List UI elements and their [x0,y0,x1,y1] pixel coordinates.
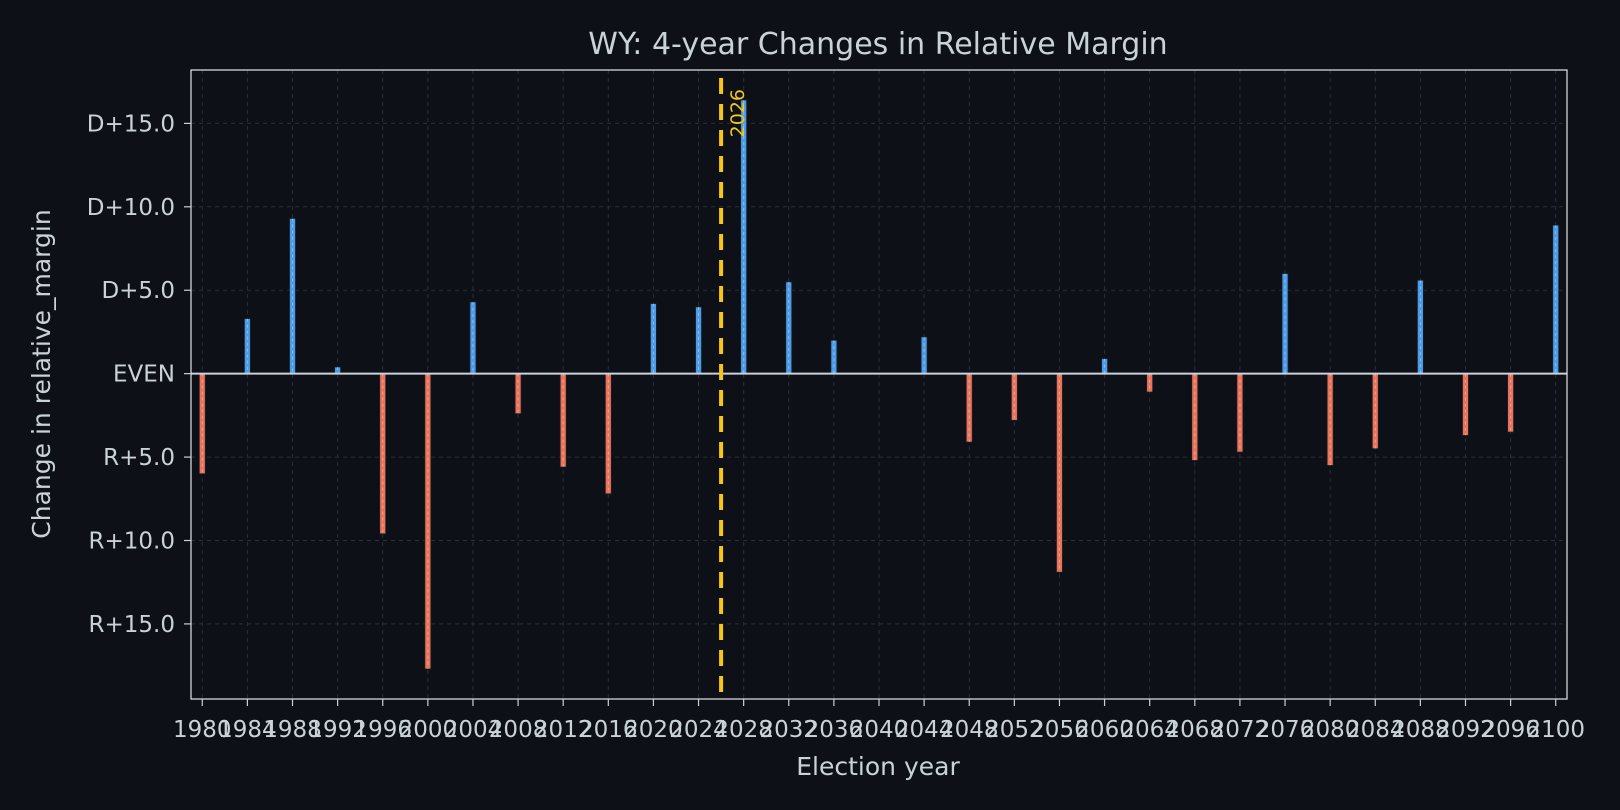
y-axis: D+15.0 D+10.0 D+5.0 EVEN R+5.0 R+10.0 R+15.0 [87,111,191,638]
bar-1988 [289,218,296,375]
marker-label: 2026 [727,89,749,137]
x-tick-label-2008: 2008 [489,717,548,743]
x-tick-label-2032: 2032 [759,717,818,743]
marker-group: 2026 [719,78,749,699]
bar-2036 [830,339,838,375]
y-tick-label: R+10.0 [89,528,175,554]
y-tick-label: R+5.0 [103,445,175,471]
x-tick-label-2012: 2012 [534,717,593,743]
x-tick-label-2076: 2076 [1256,717,1315,743]
x-tick-label-2028: 2028 [714,717,773,743]
y-tick-label: D+10.0 [87,195,175,221]
y-tick-label: EVEN [113,362,175,388]
x-tick-label-2040: 2040 [850,717,909,743]
y-tick-label: D+5.0 [101,278,175,304]
x-tick-label-1996: 1996 [353,717,412,743]
y-axis-title: Change in relative_margin [27,209,56,538]
x-tick-label-2024: 2024 [669,717,728,743]
x-tick-label-2096: 2096 [1481,717,1540,743]
x-tick-label-2048: 2048 [940,717,999,743]
x-tick-label-1992: 1992 [308,717,367,743]
x-tick-label-2080: 2080 [1301,717,1360,743]
y-tick-label: R+15.0 [89,612,175,638]
bar-2028 [740,99,748,375]
y-tick-label: D+15.0 [87,111,175,137]
x-tick-label-2044: 2044 [895,717,954,743]
x-tick-label-2036: 2036 [805,717,864,743]
x-tick-label-2088: 2088 [1391,717,1450,743]
x-tick-label-2000: 2000 [399,717,458,743]
x-axis: 1980198419881992199620002004200820122016… [173,699,1585,743]
bar-2048 [965,373,973,443]
x-tick-label-2060: 2060 [1075,717,1134,743]
x-tick-label-1988: 1988 [263,717,322,743]
x-tick-label-2092: 2092 [1436,717,1495,743]
x-tick-label-2004: 2004 [444,717,503,743]
x-tick-label-2072: 2072 [1211,717,1270,743]
bar-2020 [650,303,657,375]
chart-title: WY: 4-year Changes in Relative Margin [588,27,1167,62]
x-tick-label-2084: 2084 [1346,717,1405,743]
x-tick-label-2016: 2016 [579,717,638,743]
x-tick-label-2020: 2020 [624,717,683,743]
x-tick-label-2052: 2052 [985,717,1044,743]
x-tick-label-2056: 2056 [1030,717,1089,743]
x-tick-label-2100: 2100 [1526,717,1585,743]
x-tick-label-1984: 1984 [218,717,277,743]
x-axis-title: Election year [796,752,960,781]
x-tick-label-1980: 1980 [173,717,232,743]
x-tick-label-2064: 2064 [1120,717,1179,743]
x-tick-label-2068: 2068 [1166,717,1225,743]
